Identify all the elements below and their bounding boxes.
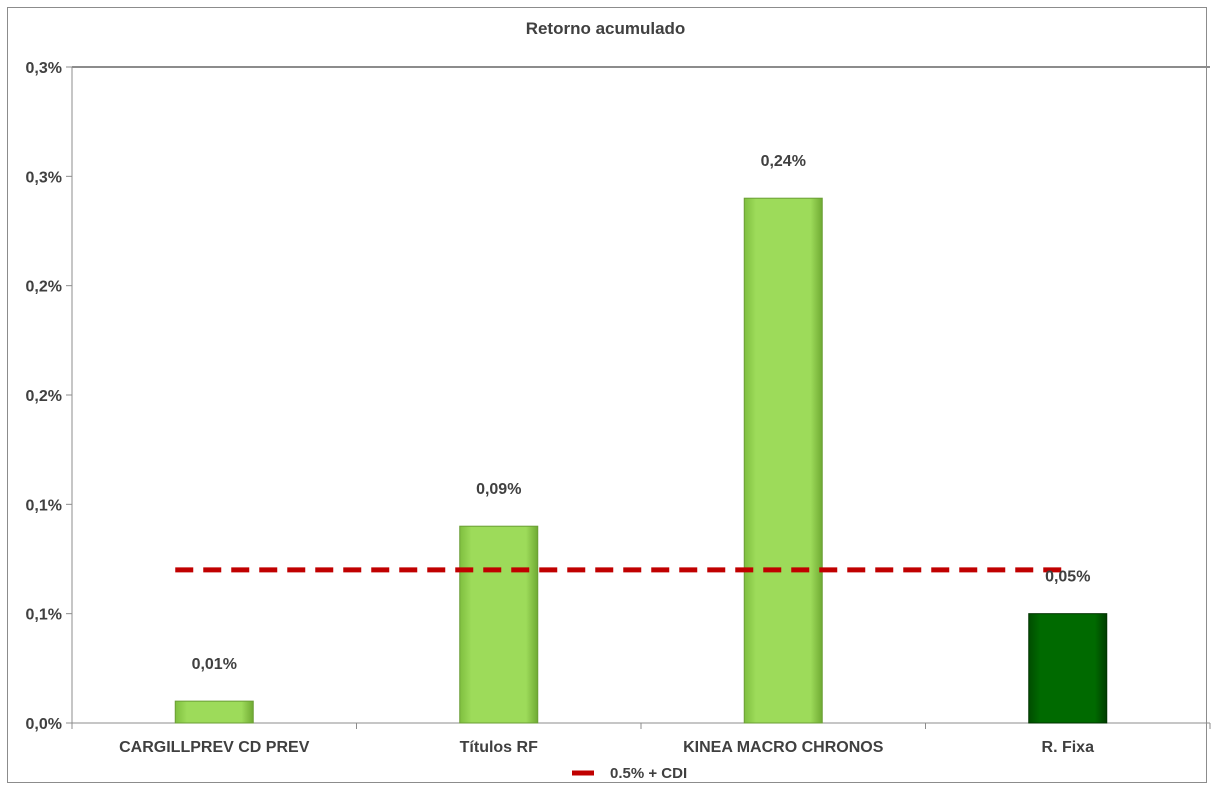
legend-label: 0.5% + CDI bbox=[610, 765, 687, 782]
y-tick-label: 0,2% bbox=[26, 388, 62, 405]
bar bbox=[459, 525, 539, 724]
x-tick-label: KINEA MACRO CHRONOS bbox=[683, 739, 884, 756]
y-tick-label: 0,1% bbox=[26, 497, 62, 514]
data-label: 0,24% bbox=[761, 153, 806, 170]
bar bbox=[174, 700, 254, 724]
chart-title: Retorno acumulado bbox=[525, 19, 686, 38]
bar bbox=[743, 197, 823, 724]
data-label: 0,01% bbox=[192, 656, 237, 673]
y-tick-label: 0,3% bbox=[26, 60, 62, 77]
y-tick-label: 0,3% bbox=[26, 169, 62, 186]
chart-frame bbox=[7, 7, 1207, 783]
y-tick-label: 0,0% bbox=[26, 716, 62, 733]
x-tick-label: Títulos RF bbox=[460, 739, 538, 756]
data-label: 0,05% bbox=[1045, 569, 1090, 586]
y-tick-label: 0,2% bbox=[26, 279, 62, 296]
bar bbox=[1028, 613, 1108, 724]
x-tick-label: CARGILLPREV CD PREV bbox=[119, 739, 310, 756]
x-tick-label: R. Fixa bbox=[1042, 739, 1095, 756]
data-label: 0,09% bbox=[476, 481, 521, 498]
y-tick-label: 0,1% bbox=[26, 607, 62, 624]
